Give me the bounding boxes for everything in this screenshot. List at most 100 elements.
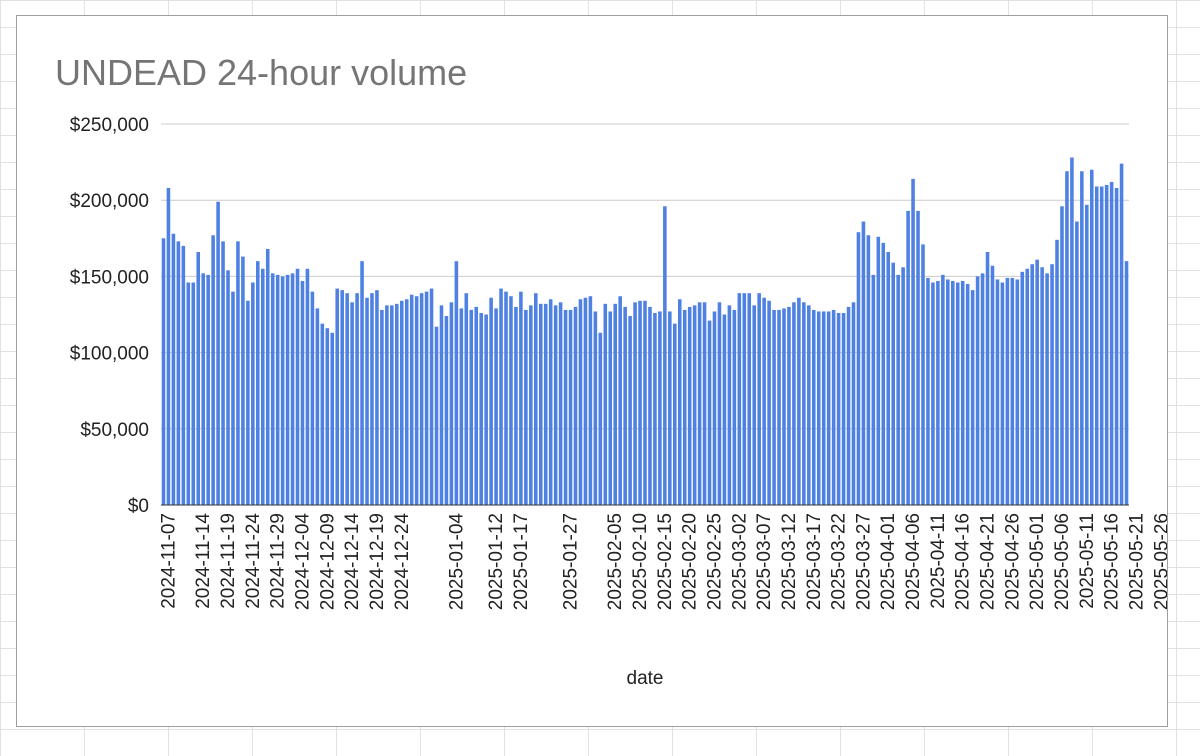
bar <box>842 313 846 505</box>
bar <box>623 307 627 505</box>
bar <box>862 222 866 505</box>
bar <box>728 305 732 505</box>
bar <box>782 308 786 505</box>
bar-chart: $0 $50,000 $100,000 $150,000 $200,000 $250,00… <box>17 16 1167 726</box>
bar <box>385 305 389 505</box>
bar <box>1020 272 1024 505</box>
x-tick-label: 2025-03-22 <box>829 513 850 610</box>
y-axis-ticks: $0 $50,000 $100,000 $150,000 $200,000 $250,00… <box>70 115 149 517</box>
bar <box>852 302 856 505</box>
bar <box>891 263 895 505</box>
bar <box>340 290 344 505</box>
bar <box>956 282 960 505</box>
bar <box>306 269 310 505</box>
bar <box>797 298 801 505</box>
bar <box>276 275 280 505</box>
bar <box>1006 278 1010 505</box>
bar <box>837 313 841 505</box>
bar <box>574 307 578 505</box>
bar <box>916 211 920 505</box>
bar <box>256 261 260 505</box>
bar <box>499 289 503 505</box>
bar <box>633 302 637 505</box>
bar <box>226 270 230 505</box>
bar <box>365 298 369 505</box>
bar <box>211 235 215 505</box>
x-tick-label: 2025-01-12 <box>486 513 507 610</box>
bar <box>618 296 622 505</box>
y-tick-label: $0 <box>128 496 149 517</box>
bar <box>772 310 776 505</box>
bar <box>509 296 513 505</box>
bar <box>450 302 454 505</box>
bar <box>1105 185 1109 505</box>
bar <box>1075 222 1079 505</box>
x-tick-label: 2024-11-19 <box>218 513 239 609</box>
x-tick-label: 2024-12-19 <box>367 513 388 610</box>
bar <box>827 311 831 505</box>
bar <box>514 307 518 505</box>
bar <box>986 252 990 505</box>
bar <box>440 305 444 505</box>
bar <box>177 241 181 505</box>
y-tick-label: $100,000 <box>70 344 149 365</box>
bar <box>723 315 727 506</box>
bars <box>162 158 1129 505</box>
x-tick-label: 2025-02-15 <box>655 513 676 610</box>
bar <box>1011 278 1015 505</box>
bar <box>569 310 573 505</box>
bar <box>301 281 305 505</box>
bar <box>1120 164 1124 505</box>
bar <box>251 282 255 505</box>
bar <box>167 188 171 505</box>
bar <box>991 266 995 505</box>
bar <box>425 292 429 505</box>
bar <box>162 238 166 505</box>
bar <box>474 307 478 505</box>
bar <box>1045 273 1049 505</box>
bar <box>241 257 245 505</box>
x-tick-label: 2024-11-07 <box>158 513 179 609</box>
bar <box>807 305 811 505</box>
bar <box>966 284 970 505</box>
bar <box>896 275 900 505</box>
bar <box>787 307 791 505</box>
bar <box>981 273 985 505</box>
bar <box>484 315 488 506</box>
y-tick-label: $200,000 <box>70 191 149 212</box>
bar <box>1095 186 1099 505</box>
bar <box>1065 171 1069 505</box>
bar <box>653 313 657 505</box>
bar <box>1016 279 1020 505</box>
bar <box>335 289 339 505</box>
bar <box>1100 186 1104 505</box>
bar <box>713 311 717 505</box>
bar <box>757 293 761 505</box>
x-tick-label: 2025-01-04 <box>446 513 467 611</box>
bar <box>519 292 523 505</box>
bar <box>350 302 354 505</box>
chart-container[interactable]: UNDEAD 24-hour volume $0 $50,000 $100,000 $… <box>16 15 1168 727</box>
bar <box>291 273 295 505</box>
bar <box>261 269 265 505</box>
bar <box>628 316 632 505</box>
bar <box>296 269 300 505</box>
y-tick-label: $50,000 <box>80 420 149 441</box>
bar <box>762 298 766 505</box>
bar <box>187 282 191 505</box>
bar <box>881 243 885 505</box>
y-tick-label: $250,000 <box>70 115 149 136</box>
bar <box>941 275 945 505</box>
bar <box>1090 170 1094 505</box>
bar <box>420 293 424 505</box>
bar <box>236 241 240 505</box>
x-tick-label: 2024-12-04 <box>292 513 313 611</box>
x-tick-label: 2024-11-14 <box>193 513 214 609</box>
bar <box>817 311 821 505</box>
bar <box>400 301 404 505</box>
x-tick-label: 2025-05-21 <box>1126 513 1147 610</box>
bar <box>221 241 225 505</box>
bar <box>311 292 315 505</box>
bar <box>1060 206 1064 505</box>
x-tick-label: 2025-03-07 <box>754 513 775 610</box>
